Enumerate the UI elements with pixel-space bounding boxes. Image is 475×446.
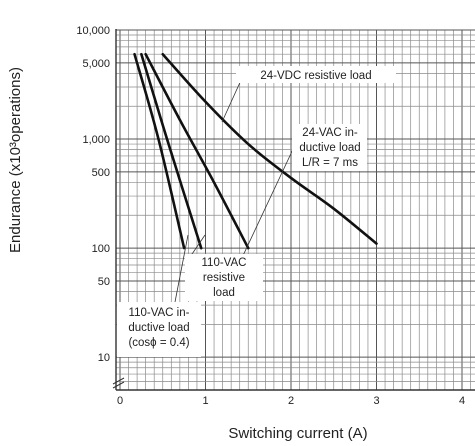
y-axis-title: Endurance (x10³operations)	[7, 67, 24, 253]
label-background	[292, 124, 367, 171]
label-24vac-inductive-line: 24-VAC in-	[302, 127, 358, 139]
label-24vdc-resistive-line: 24-VDC resistive load	[260, 70, 371, 82]
x-tick-label: 2	[288, 395, 294, 407]
series-110vac-resistive-line	[140, 52, 203, 250]
label-110vac-resistive-line: resistive	[203, 272, 245, 284]
label-110vac-resistive-line: load	[213, 287, 235, 299]
x-tick-label: 4	[459, 395, 465, 407]
label-background	[236, 66, 396, 83]
label-background	[117, 302, 201, 357]
label-110vac-inductive-line: (cosϕ = 0.4)	[128, 337, 189, 349]
label-background	[185, 254, 263, 301]
leader-line	[221, 77, 243, 123]
annotation-leaders	[174, 77, 296, 303]
leader-line	[189, 234, 206, 258]
x-axis-title: Switching current (A)	[228, 425, 367, 442]
series-labels: 24-VDC resistive load 24-VAC in-ductive l…	[117, 66, 396, 357]
x-tick-label: 3	[373, 395, 379, 407]
label-110vac-resistive-line: 110-VAC	[202, 257, 247, 269]
label-110vac-inductive-line: 110-VAC in-	[129, 307, 190, 319]
series-lines	[133, 52, 378, 250]
axis-break-mark	[112, 377, 125, 389]
y-tick-label: 10	[98, 352, 110, 364]
y-tick-label: 10,000	[76, 25, 110, 37]
y-tick-label: 50	[98, 276, 110, 288]
leader-line	[239, 144, 296, 263]
x-tick-label: 1	[202, 395, 208, 407]
y-tick-label: 100	[92, 243, 110, 255]
label-24vac-inductive-line: ductive load	[299, 142, 360, 154]
label-24vac-inductive-line: L/R = 7 ms	[302, 157, 358, 169]
leader-line	[174, 234, 189, 303]
y-tick-label: 5,000	[82, 58, 110, 70]
series-24vac-inductive-line	[144, 52, 250, 250]
label-110vac-inductive-line: ductive load	[128, 322, 189, 334]
y-tick-label: 500	[92, 167, 110, 179]
series-24vdc-resistive-line	[161, 52, 378, 245]
x-tick-label: 0	[117, 395, 123, 407]
y-tick-label: 1,000	[82, 134, 110, 146]
series-110vac-inductive-line	[133, 52, 186, 250]
axes	[112, 29, 475, 391]
